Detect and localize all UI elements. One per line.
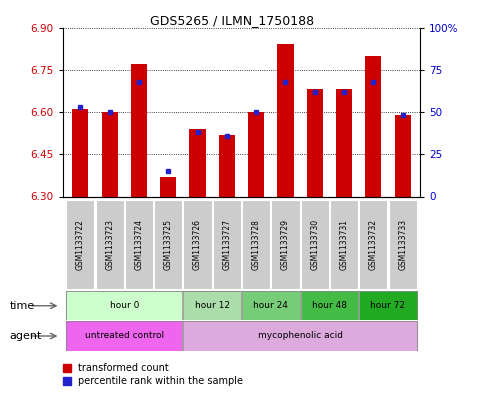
Bar: [242, 291, 299, 320]
Bar: [301, 200, 329, 289]
Bar: [219, 134, 235, 196]
Bar: [72, 109, 88, 196]
Text: hour 0: hour 0: [110, 301, 139, 310]
Text: GSM1133730: GSM1133730: [310, 219, 319, 270]
Bar: [301, 291, 358, 320]
Bar: [125, 200, 153, 289]
Bar: [96, 200, 124, 289]
Bar: [365, 56, 382, 196]
Text: GSM1133724: GSM1133724: [134, 219, 143, 270]
Bar: [395, 115, 411, 196]
Text: GSM1133728: GSM1133728: [252, 219, 261, 270]
Bar: [336, 90, 352, 196]
Bar: [101, 112, 118, 196]
Text: hour 48: hour 48: [312, 301, 347, 310]
Bar: [307, 90, 323, 196]
Text: GDS5265 / ILMN_1750188: GDS5265 / ILMN_1750188: [150, 14, 314, 27]
Text: mycophenolic acid: mycophenolic acid: [257, 331, 342, 340]
Text: GSM1133732: GSM1133732: [369, 219, 378, 270]
Text: hour 12: hour 12: [195, 301, 230, 310]
Text: GSM1133722: GSM1133722: [76, 219, 85, 270]
Bar: [271, 200, 299, 289]
Text: hour 72: hour 72: [370, 301, 406, 310]
Bar: [154, 200, 182, 289]
Text: GSM1133731: GSM1133731: [340, 219, 349, 270]
Text: GSM1133725: GSM1133725: [164, 219, 173, 270]
Bar: [213, 200, 241, 289]
Text: agent: agent: [10, 331, 42, 341]
Bar: [330, 200, 358, 289]
Text: GSM1133723: GSM1133723: [105, 219, 114, 270]
Bar: [184, 291, 241, 320]
Bar: [66, 200, 95, 289]
Text: GSM1133733: GSM1133733: [398, 219, 407, 270]
Bar: [160, 177, 176, 196]
Bar: [248, 112, 264, 196]
Bar: [189, 129, 206, 196]
Text: GSM1133727: GSM1133727: [222, 219, 231, 270]
Bar: [277, 44, 294, 196]
Bar: [131, 64, 147, 196]
Bar: [359, 291, 417, 320]
Bar: [242, 200, 270, 289]
Bar: [66, 291, 182, 320]
Bar: [184, 200, 212, 289]
Text: GSM1133726: GSM1133726: [193, 219, 202, 270]
Bar: [359, 200, 387, 289]
Legend: transformed count, percentile rank within the sample: transformed count, percentile rank withi…: [63, 363, 243, 386]
Bar: [66, 321, 182, 351]
Text: GSM1133729: GSM1133729: [281, 219, 290, 270]
Bar: [388, 200, 417, 289]
Text: untreated control: untreated control: [85, 331, 164, 340]
Bar: [184, 321, 417, 351]
Text: hour 24: hour 24: [254, 301, 288, 310]
Text: time: time: [10, 301, 35, 311]
